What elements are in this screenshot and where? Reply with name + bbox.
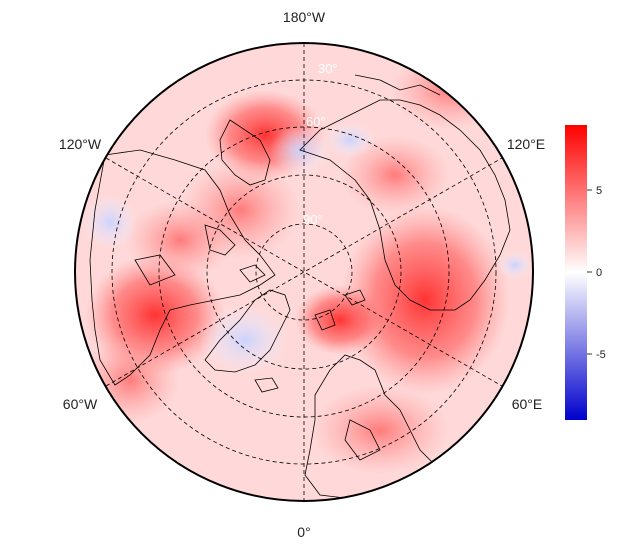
lat-label-30: 30° xyxy=(318,61,338,76)
colorbar-tick-0: 0 xyxy=(596,267,602,279)
lon-label-lower-right: 60°E xyxy=(512,396,543,412)
colorbar: 5 0 -5 xyxy=(565,125,606,420)
coastlines xyxy=(89,74,511,499)
lon-label-top: 180°W xyxy=(283,9,326,25)
lon-label-upper-right: 120°E xyxy=(507,136,545,152)
lon-label-upper-left: 120°W xyxy=(59,136,102,152)
map-boundary xyxy=(74,42,534,502)
anomaly-field xyxy=(75,43,533,501)
lon-label-lower-left: 60°W xyxy=(63,396,98,412)
colorbar-gradient xyxy=(565,125,587,420)
lat-label-90: 90° xyxy=(303,212,323,227)
graticule xyxy=(105,43,503,501)
colorbar-tick-neg5: -5 xyxy=(596,349,606,361)
lon-label-bottom: 0° xyxy=(297,524,310,540)
colorbar-tick-5: 5 xyxy=(596,185,602,197)
lat-label-60: 60° xyxy=(306,114,326,129)
